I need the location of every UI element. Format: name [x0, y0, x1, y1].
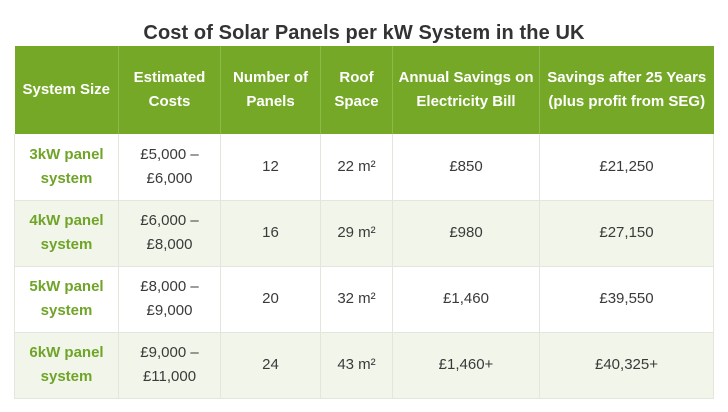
cell-estimated-costs: £6,000 – £8,000: [118, 200, 221, 267]
header-savings-25-years: Savings after 25 Years (plus profit from…: [539, 46, 714, 134]
header-roof-space: Roof Space: [320, 46, 393, 134]
page-title: Cost of Solar Panels per kW System in th…: [143, 22, 585, 44]
cell-estimated-costs: £9,000 – £11,000: [118, 332, 221, 399]
header-row: System Size Estimated Costs Number of Pa…: [14, 46, 714, 134]
cell-annual-savings: £1,460+: [392, 332, 540, 399]
table-row: 4kW panel system £6,000 – £8,000 16 29 m…: [14, 200, 714, 267]
cell-estimated-costs: £8,000 – £9,000: [118, 266, 221, 333]
cell-roof-space: 32 m²: [320, 266, 393, 333]
table-row: 6kW panel system £9,000 – £11,000 24 43 …: [14, 332, 714, 399]
header-number-of-panels: Number of Panels: [220, 46, 321, 134]
cell-savings-25-years: £40,325+: [539, 332, 714, 399]
cell-system-size: 5kW panel system: [14, 266, 119, 333]
cell-roof-space: 22 m²: [320, 134, 393, 201]
cell-roof-space: 43 m²: [320, 332, 393, 399]
table-row: 5kW panel system £8,000 – £9,000 20 32 m…: [14, 266, 714, 333]
header-annual-savings: Annual Savings on Electricity Bill: [392, 46, 540, 134]
cell-system-size: 6kW panel system: [14, 332, 119, 399]
cell-number-of-panels: 24: [220, 332, 321, 399]
cell-number-of-panels: 20: [220, 266, 321, 333]
cell-system-size: 4kW panel system: [14, 200, 119, 267]
cell-annual-savings: £850: [392, 134, 540, 201]
cell-system-size: 3kW panel system: [14, 134, 119, 201]
cell-estimated-costs: £5,000 – £6,000: [118, 134, 221, 201]
cell-savings-25-years: £27,150: [539, 200, 714, 267]
table-row: 3kW panel system £5,000 – £6,000 12 22 m…: [14, 134, 714, 201]
cell-number-of-panels: 16: [220, 200, 321, 267]
cell-annual-savings: £1,460: [392, 266, 540, 333]
cell-savings-25-years: £21,250: [539, 134, 714, 201]
cell-number-of-panels: 12: [220, 134, 321, 201]
cell-roof-space: 29 m²: [320, 200, 393, 267]
header-estimated-costs: Estimated Costs: [118, 46, 221, 134]
solar-cost-table: System Size Estimated Costs Number of Pa…: [14, 46, 714, 399]
header-system-size: System Size: [14, 46, 119, 134]
cell-annual-savings: £980: [392, 200, 540, 267]
cell-savings-25-years: £39,550: [539, 266, 714, 333]
